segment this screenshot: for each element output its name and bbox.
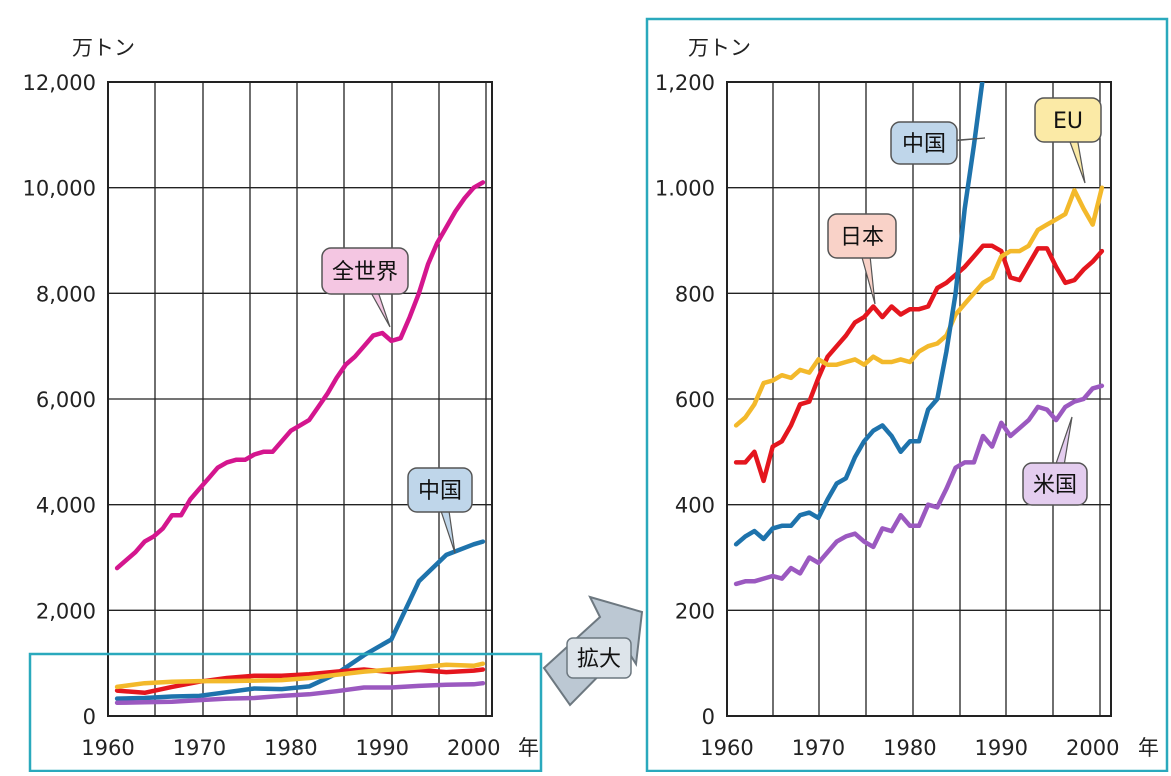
y-tick-label: 200: [675, 599, 715, 623]
y-tick-label: 4,000: [36, 494, 96, 518]
callout-world: 全世界: [321, 247, 409, 328]
y-tick-label: 2,000: [36, 599, 96, 623]
callout-box: [1022, 462, 1088, 506]
series-line-world: [114, 180, 486, 571]
y-tick-label: 12,000: [23, 71, 96, 95]
callout-label: 日本: [840, 225, 884, 250]
callout-label: 全世界: [332, 260, 398, 285]
callout-usa: 米国: [1022, 416, 1088, 506]
series-line-usa: [114, 680, 486, 706]
callout-label: 中国: [902, 132, 946, 157]
zoom-label-box: [566, 637, 632, 679]
x-axis-suffix: 年: [518, 736, 539, 760]
x-tick-label: 1960: [81, 736, 134, 760]
y-tick-label: 0: [702, 705, 715, 729]
x-tick-label: 1980: [883, 736, 936, 760]
x-tick-label: 1990: [356, 736, 409, 760]
callout-box: [827, 213, 897, 259]
x-tick-label: 1970: [792, 736, 845, 760]
y-axis-unit-label: 万トン: [688, 36, 751, 60]
series-line-china: [114, 539, 486, 701]
callout-box: [407, 467, 473, 513]
y-tick-label: 800: [675, 282, 715, 306]
callout-china: 中国: [890, 121, 986, 165]
y-axis-unit-label: 万トン: [72, 36, 135, 60]
series-group: [733, 82, 1105, 587]
x-tick-label: 1980: [264, 736, 317, 760]
y-tick-label: 0: [83, 705, 96, 729]
zoom-label: 拡大: [577, 647, 621, 672]
x-tick-label: 1960: [700, 736, 753, 760]
chart-zoomed: 0 200 400 600 800 1.000 1,200 1960 1970 1980 1990 2…: [655, 36, 1159, 760]
x-tick-label: 1990: [975, 736, 1028, 760]
callout-label: 米国: [1033, 473, 1077, 498]
y-tick-label: 6,000: [36, 388, 96, 412]
x-axis-suffix: 年: [1138, 736, 1159, 760]
callout-label: 中国: [418, 479, 462, 504]
y-tick-label: 400: [675, 494, 715, 518]
callout-box: [890, 121, 958, 165]
zoom-region-box: [28, 652, 543, 773]
callout-eu: EU: [1034, 97, 1102, 184]
zoom-arrow: 拡大: [542, 595, 644, 707]
callout-japan: 日本: [827, 213, 897, 305]
series-line-japan: [114, 667, 486, 696]
x-tick-label: 2000: [1066, 736, 1119, 760]
series-line-usa: [733, 383, 1105, 587]
callout-china: 中国: [407, 467, 473, 554]
y-tick-label: 1.000: [655, 177, 715, 201]
chart-world-overview: 0 2,000 4,000 6,000 8,000 10,000 12,000 1960 197…: [23, 36, 539, 760]
y-tick-label: 10,000: [23, 177, 96, 201]
x-tick-label: 1970: [173, 736, 226, 760]
callout-box: [1034, 97, 1102, 143]
callout-box: [321, 247, 409, 295]
series-line-china: [733, 82, 985, 547]
callout-label: EU: [1053, 109, 1083, 134]
y-tick-label: 600: [675, 388, 715, 412]
y-tick-label: 8,000: [36, 282, 96, 306]
series-line-japan: [733, 243, 1105, 484]
series-line-eu: [114, 661, 486, 690]
zoom-overlay: 拡大: [28, 17, 1169, 773]
x-tick-label: 2000: [447, 736, 500, 760]
zoomed-panel-frame: [645, 17, 1169, 773]
series-group: [114, 180, 486, 706]
series-line-eu: [733, 185, 1105, 428]
y-tick-label: 1,200: [655, 71, 715, 95]
